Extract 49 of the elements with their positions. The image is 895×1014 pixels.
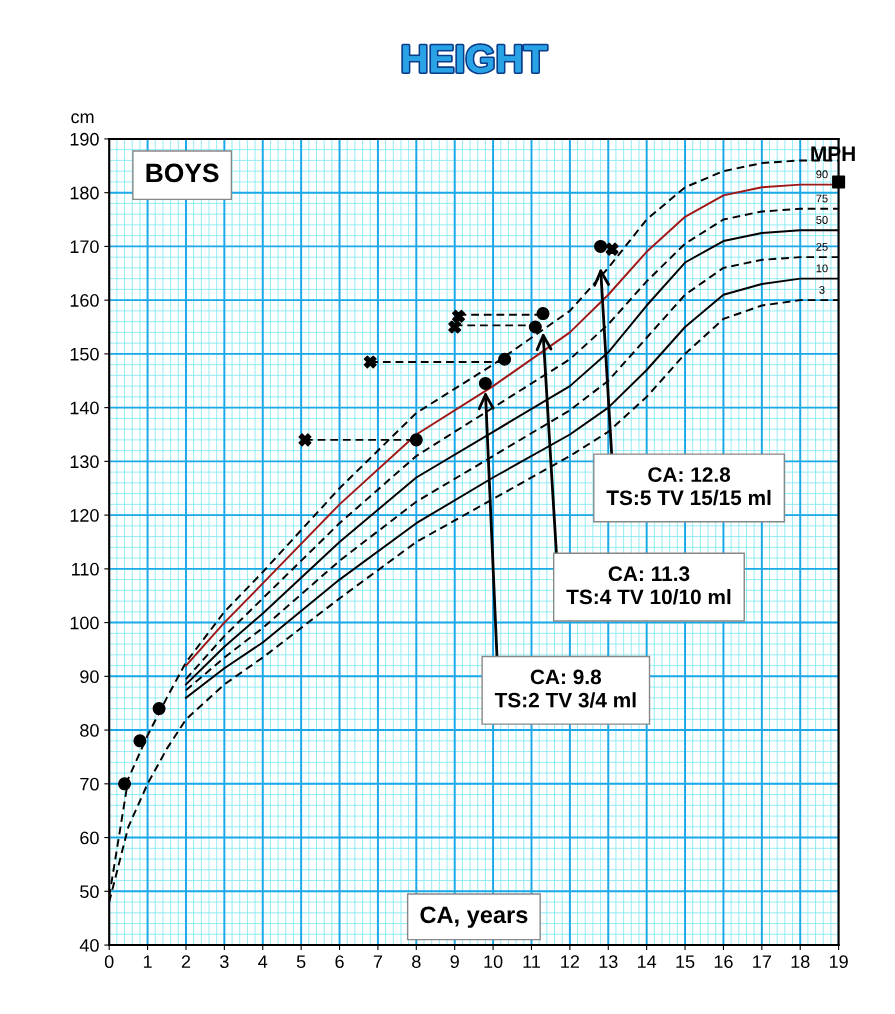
x-tick-label: 13 (599, 955, 618, 969)
y-tick-label: 50 (80, 885, 99, 899)
chart-title: HEIGHT (403, 45, 547, 73)
y-tick-label: 110 (72, 562, 99, 576)
x-tick-label: 15 (676, 955, 695, 969)
x-tick-label: 19 (829, 955, 848, 969)
annotation: CA: 12.8 TS:5 TV 15/15 ml (606, 467, 771, 506)
series-label: 10 (816, 264, 828, 273)
y-tick-label: 80 (80, 724, 99, 737)
x-tick-label: 16 (714, 955, 733, 969)
x-tick-label: 7 (373, 955, 383, 968)
y-tick-label: 160 (70, 294, 99, 307)
y-tick-label: 100 (70, 616, 99, 630)
x-tick-label: 8 (412, 955, 421, 969)
y-tick-label: 170 (70, 240, 99, 254)
x-tick-label: 3 (220, 955, 229, 969)
x-tick-label: 11 (523, 955, 540, 968)
annotation: CA: 11.3 TS:4 TV 10/10 ml (566, 566, 731, 605)
y-tick-label: 130 (70, 455, 99, 469)
y-tick-label: 180 (70, 186, 99, 200)
y-tick-label: 90 (80, 670, 99, 684)
series-label: 25 (816, 242, 828, 251)
y-tick-label: 60 (80, 831, 99, 845)
y-tick-label: 190 (70, 132, 99, 146)
x-tick-label: 1 (143, 955, 152, 968)
y-tick-label: 70 (80, 777, 99, 791)
series-label: 3 (819, 285, 825, 294)
series-label: 50 (816, 216, 828, 224)
x-tick-label: 10 (484, 955, 503, 969)
x-axis-title: CA, years (420, 906, 528, 928)
x-tick-label: 6 (335, 955, 344, 969)
x-tick-label: 2 (181, 955, 191, 968)
y-tick-label: 140 (70, 401, 99, 415)
y-axis-title: cm (71, 113, 94, 124)
y-tick-label: 120 (70, 509, 99, 522)
x-tick-label: 4 (258, 955, 268, 968)
annotation: CA: 9.8 TS:2 TV 3/4 ml (494, 669, 636, 708)
x-tick-label: 18 (791, 955, 810, 969)
y-tick-label: 150 (70, 347, 99, 361)
series-label: 75 (816, 194, 828, 203)
x-tick-label: 0 (104, 955, 114, 969)
series-label: 90 (816, 170, 828, 179)
x-tick-label: 5 (296, 955, 306, 969)
x-tick-label: 17 (753, 955, 771, 968)
x-tick-label: 12 (561, 955, 580, 968)
annotation: BOYS (146, 163, 219, 183)
y-tick-label: 40 (79, 938, 99, 952)
x-tick-label: 14 (638, 955, 657, 968)
x-tick-label: 9 (450, 955, 459, 969)
